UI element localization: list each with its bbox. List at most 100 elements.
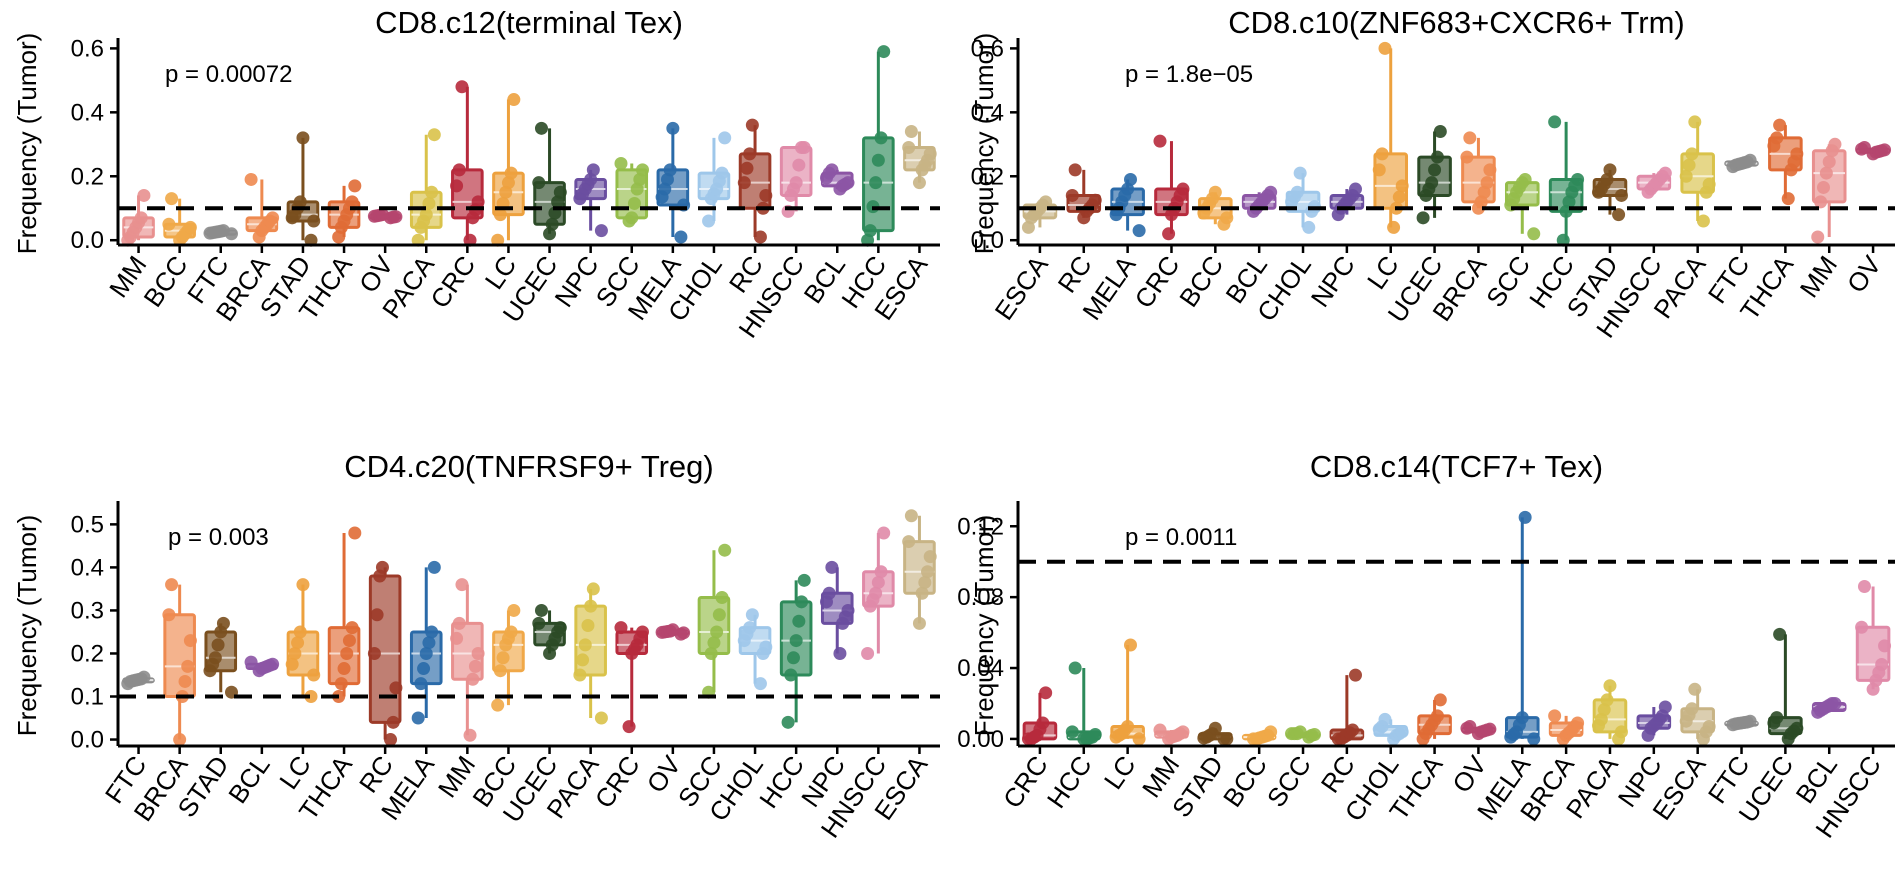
data-point bbox=[1814, 195, 1828, 209]
panel-title: CD4.c20(TNFRSF9+ Treg) bbox=[344, 449, 714, 484]
data-point bbox=[181, 659, 195, 673]
data-point bbox=[1375, 147, 1389, 161]
data-point bbox=[789, 176, 803, 190]
y-tick-label: 0.2 bbox=[971, 163, 1004, 190]
data-point bbox=[165, 192, 179, 206]
data-point bbox=[1387, 220, 1401, 234]
data-point bbox=[666, 623, 680, 637]
data-point bbox=[1088, 193, 1102, 207]
data-point bbox=[296, 131, 310, 145]
x-tick-label: BCC bbox=[137, 250, 193, 312]
data-point bbox=[1816, 180, 1830, 194]
data-point bbox=[584, 599, 598, 613]
data-point bbox=[1878, 639, 1892, 653]
data-point bbox=[1548, 115, 1562, 129]
data-point bbox=[216, 616, 230, 630]
panel-2: CD8.c10(ZNF683+CXCR6+ Trm) Frequency (Tum… bbox=[969, 5, 1895, 343]
box-BCL bbox=[819, 163, 855, 196]
data-point bbox=[825, 560, 839, 574]
data-point bbox=[507, 93, 521, 107]
data-point bbox=[743, 621, 757, 635]
box-BCC bbox=[491, 603, 525, 712]
data-point bbox=[345, 195, 359, 209]
data-point bbox=[411, 233, 425, 247]
y-tick-label: 0.04 bbox=[957, 655, 1004, 682]
x-tick-label: HCC bbox=[753, 750, 810, 813]
box-BCL bbox=[1811, 696, 1847, 719]
data-point bbox=[797, 140, 811, 154]
p-value-label: p = 0.00072 bbox=[165, 61, 292, 88]
data-point bbox=[1819, 166, 1833, 180]
data-point bbox=[137, 188, 151, 202]
box-BCL bbox=[1241, 185, 1278, 218]
data-point bbox=[1123, 638, 1137, 652]
box-UCEC bbox=[1767, 627, 1804, 746]
data-point bbox=[745, 118, 759, 132]
data-point bbox=[869, 176, 883, 190]
data-point bbox=[745, 608, 759, 622]
data-point bbox=[425, 185, 439, 199]
data-point bbox=[1039, 195, 1053, 209]
box-PACA bbox=[573, 582, 608, 725]
data-point bbox=[743, 147, 757, 161]
data-point bbox=[463, 728, 477, 742]
data-point bbox=[1348, 668, 1362, 682]
box-NPC bbox=[1636, 700, 1672, 742]
data-point bbox=[825, 163, 839, 177]
data-point bbox=[784, 668, 798, 682]
box-OV bbox=[655, 623, 691, 641]
data-point bbox=[1132, 732, 1146, 746]
data-point bbox=[468, 659, 482, 673]
data-point bbox=[1460, 150, 1474, 164]
data-point bbox=[1556, 233, 1570, 247]
panel-3: CD4.c20(TNFRSF9+ Treg) Frequency (Tumor) 0… bbox=[12, 449, 940, 843]
data-point bbox=[296, 578, 310, 592]
box-HCC bbox=[1065, 661, 1102, 746]
data-point bbox=[208, 651, 222, 665]
data-point bbox=[1614, 188, 1628, 202]
data-point bbox=[1392, 190, 1406, 204]
box-OV bbox=[1855, 140, 1892, 161]
data-point bbox=[534, 121, 548, 135]
data-point bbox=[1696, 214, 1710, 228]
data-point bbox=[1781, 192, 1795, 206]
data-point bbox=[1088, 727, 1102, 741]
data-point bbox=[1828, 137, 1842, 151]
data-point bbox=[293, 625, 307, 639]
data-point bbox=[1208, 721, 1222, 735]
data-point bbox=[759, 640, 773, 654]
data-point bbox=[1875, 657, 1889, 671]
data-point bbox=[904, 509, 918, 523]
data-point bbox=[1065, 188, 1079, 202]
data-point bbox=[493, 208, 507, 222]
data-point bbox=[1828, 696, 1842, 710]
data-point bbox=[704, 646, 718, 660]
data-point bbox=[1153, 134, 1167, 148]
data-point bbox=[1463, 131, 1477, 145]
y-tick-label: 0.0 bbox=[71, 727, 104, 754]
box-STAD bbox=[1591, 163, 1628, 222]
data-point bbox=[183, 220, 197, 234]
data-point bbox=[417, 662, 431, 676]
data-point bbox=[1600, 693, 1614, 707]
box-FTC bbox=[1724, 714, 1759, 732]
data-point bbox=[712, 608, 726, 622]
data-point bbox=[137, 670, 151, 684]
box-CRC bbox=[450, 80, 485, 247]
box-ESCA bbox=[902, 509, 937, 630]
data-point bbox=[553, 621, 567, 635]
box-SCC bbox=[697, 543, 732, 699]
data-point bbox=[614, 156, 628, 170]
x-tick-label: CRC bbox=[997, 750, 1054, 813]
data-point bbox=[1527, 732, 1541, 746]
box-SCC bbox=[614, 156, 650, 228]
box-FTC bbox=[121, 670, 155, 691]
data-point bbox=[266, 211, 280, 225]
box-FTC bbox=[203, 224, 239, 241]
data-point bbox=[427, 560, 441, 574]
data-point bbox=[1123, 172, 1137, 186]
data-point bbox=[792, 158, 806, 172]
box-RC bbox=[737, 118, 773, 244]
x-tick-label: CRC bbox=[589, 750, 646, 813]
